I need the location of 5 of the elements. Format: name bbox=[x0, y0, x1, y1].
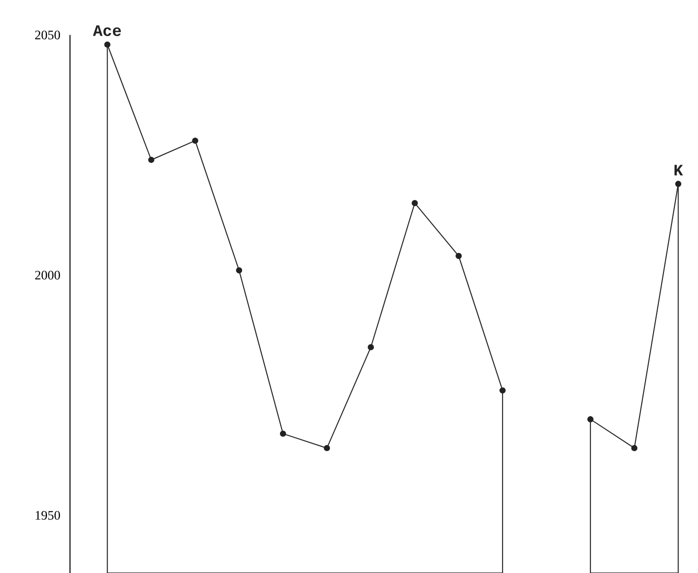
y-tick-label: 2000 bbox=[35, 270, 60, 280]
y-tick-label: 1950 bbox=[36, 510, 60, 520]
series-label: Ace bbox=[92, 25, 121, 36]
y-tick-label: 2050 bbox=[35, 30, 60, 40]
series-label: K bbox=[674, 164, 684, 176]
